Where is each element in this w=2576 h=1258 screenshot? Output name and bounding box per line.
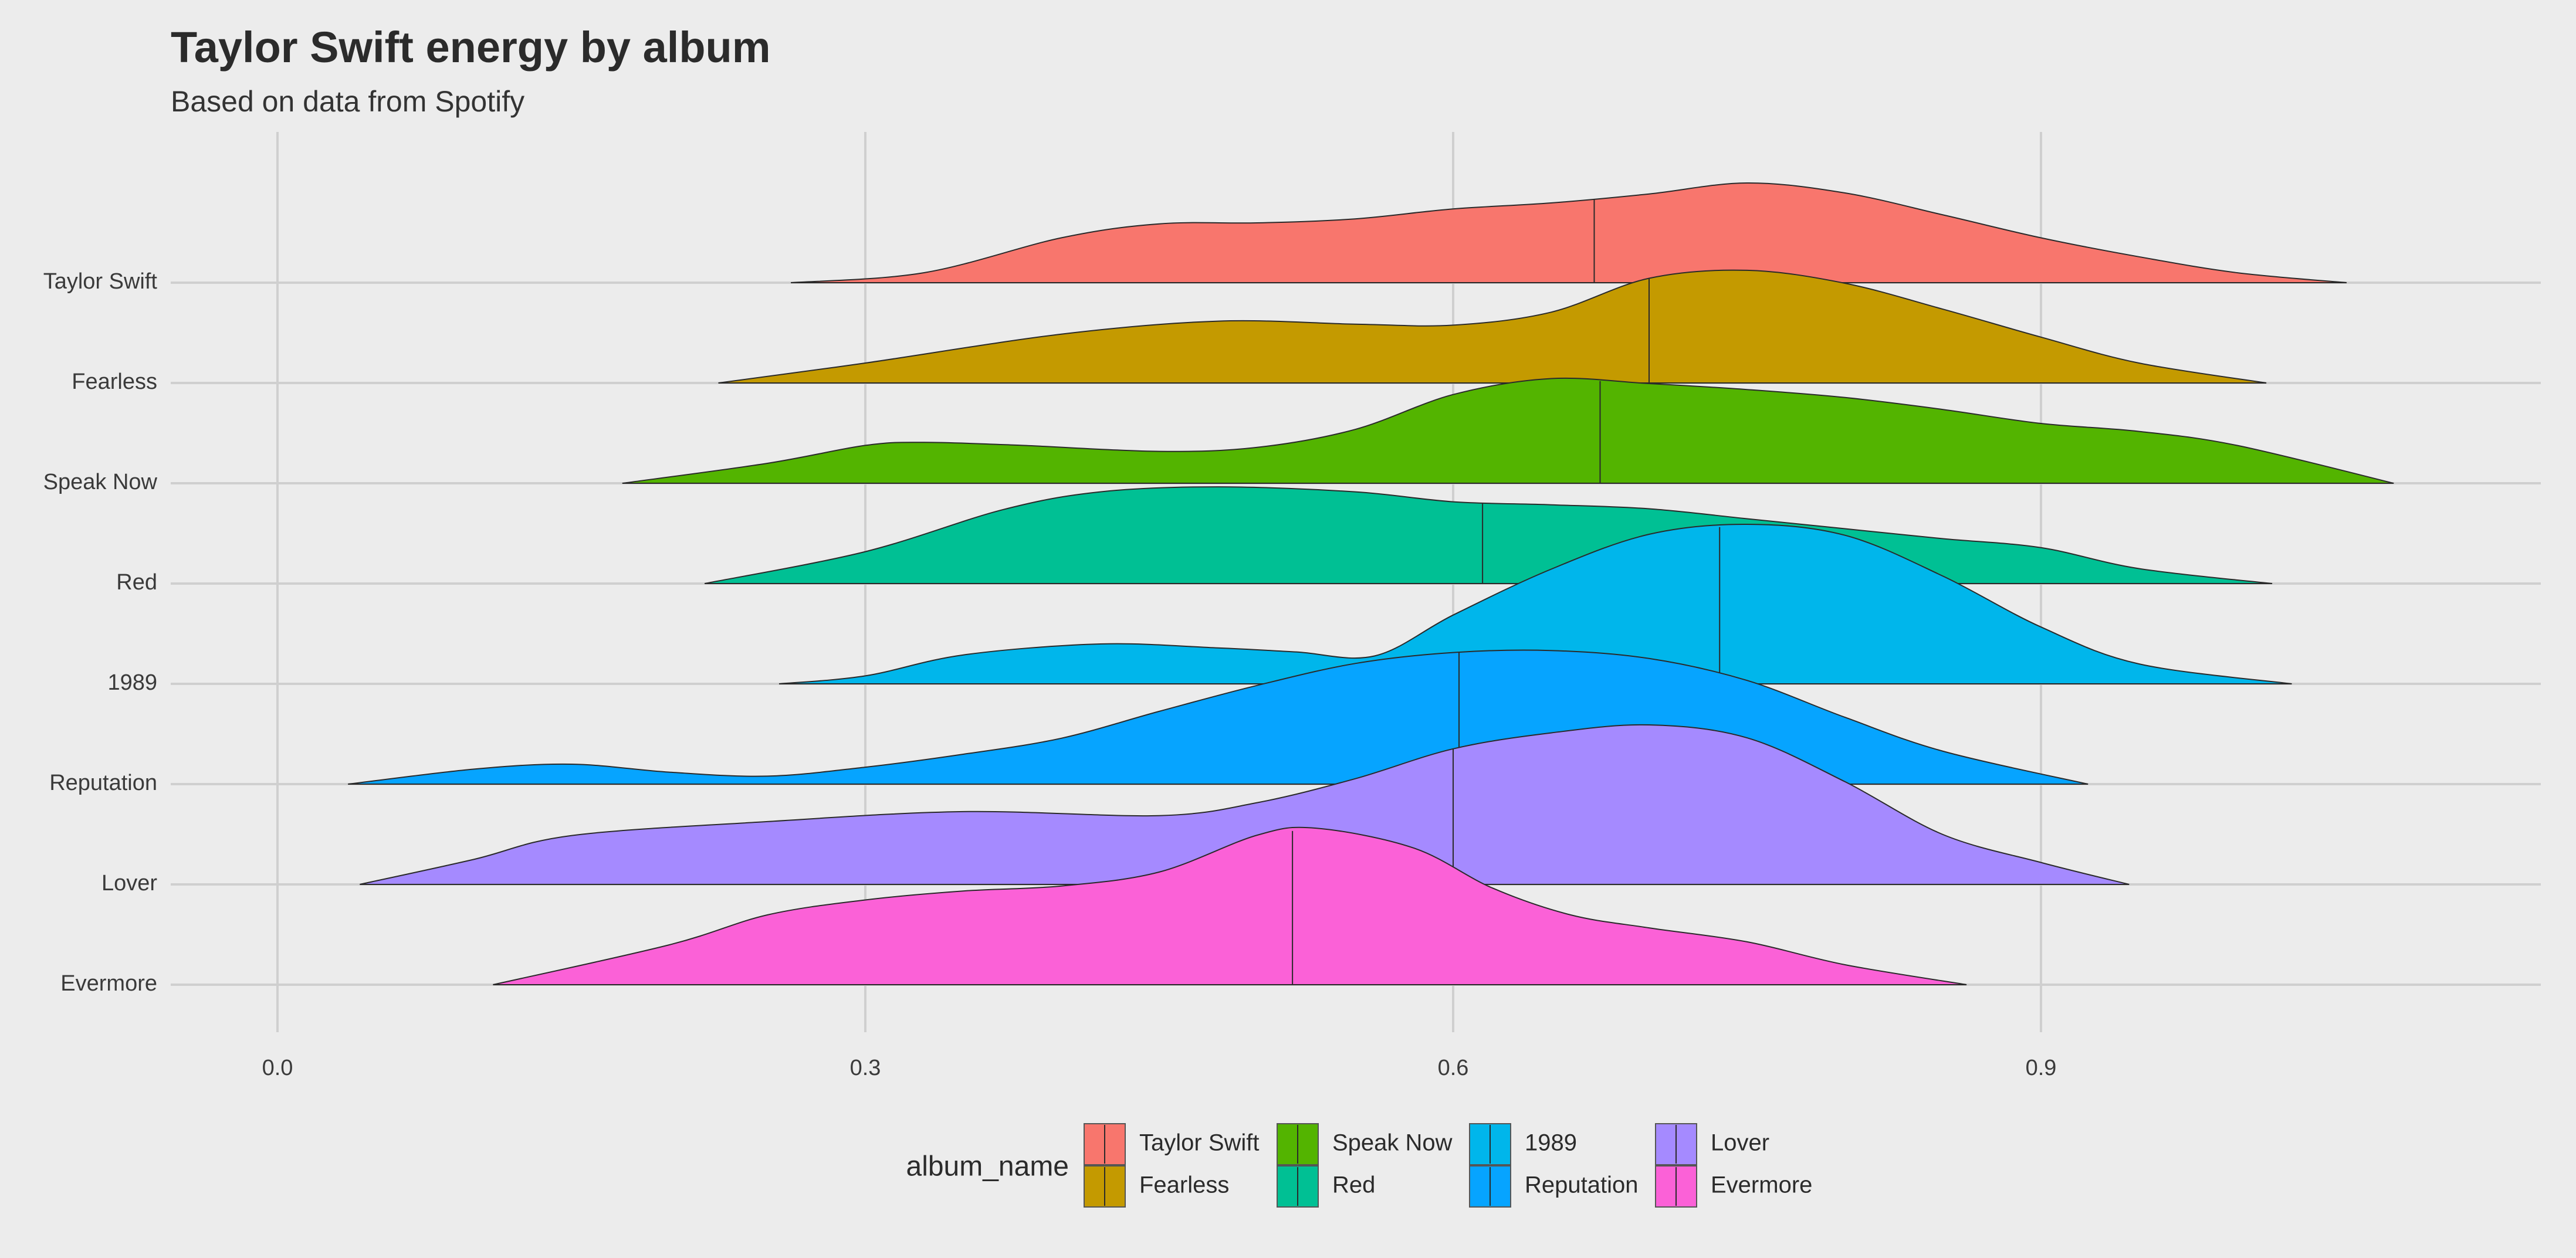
legend-item-speak-now: Speak Now xyxy=(1277,1123,1453,1165)
legend-label-1989: 1989 xyxy=(1525,1130,1577,1156)
legend-label-speak-now: Speak Now xyxy=(1332,1130,1453,1156)
y-tick-label-speak-now: Speak Now xyxy=(43,470,158,494)
legend-label-fearless: Fearless xyxy=(1139,1172,1229,1198)
legend-item-lover: Lover xyxy=(1655,1123,1769,1165)
density-ridges xyxy=(348,182,2394,985)
chart-title: Taylor Swift energy by album xyxy=(171,23,771,72)
legend-title: album_name xyxy=(906,1151,1069,1182)
y-tick-label-reputation: Reputation xyxy=(49,771,157,795)
chart-subtitle: Based on data from Spotify xyxy=(171,85,525,118)
legend-item-1989: 1989 xyxy=(1469,1123,1577,1165)
ridge-red xyxy=(704,486,2273,584)
legend-item-evermore: Evermore xyxy=(1655,1165,1812,1208)
legend-label-evermore: Evermore xyxy=(1711,1172,1812,1198)
y-tick-label-red: Red xyxy=(116,570,157,595)
legend-item-taylor-swift: Taylor Swift xyxy=(1084,1123,1260,1165)
ridge-evermore xyxy=(493,826,1967,985)
legend-item-reputation: Reputation xyxy=(1469,1165,1638,1208)
legend-label-reputation: Reputation xyxy=(1525,1172,1638,1198)
legend-label-lover: Lover xyxy=(1711,1130,1769,1156)
ridge-taylor-swift xyxy=(791,182,2347,283)
x-tick-label-2: 0.6 xyxy=(1438,1056,1469,1080)
legend-item-fearless: Fearless xyxy=(1084,1165,1229,1208)
ridge-lover xyxy=(360,724,2130,885)
y-axis-labels: Taylor Swift Fearless Speak Now Red 1989 Repu… xyxy=(43,269,158,996)
y-tick-label-evermore: Evermore xyxy=(60,971,157,996)
legend-label-red: Red xyxy=(1332,1172,1375,1198)
legend-label-taylor-swift: Taylor Swift xyxy=(1139,1130,1260,1156)
y-tick-label-lover: Lover xyxy=(101,871,157,896)
ridge-speak-now xyxy=(622,377,2394,484)
x-axis-labels: 0.0 0.3 0.6 0.9 xyxy=(262,1056,2057,1080)
ridge-1989 xyxy=(778,523,2292,684)
x-tick-label-3: 0.9 xyxy=(2026,1056,2057,1080)
y-tick-label-taylor-swift: Taylor Swift xyxy=(43,269,158,294)
ridge-fearless xyxy=(718,269,2267,384)
y-tick-label-fearless: Fearless xyxy=(72,369,157,394)
x-tick-label-1: 0.3 xyxy=(850,1056,881,1080)
legend: album_name Taylor Swift Fearless Speak Now R… xyxy=(906,1123,1812,1208)
y-tick-label-1989: 1989 xyxy=(107,670,157,695)
legend-item-red: Red xyxy=(1277,1165,1375,1208)
x-tick-label-0: 0.0 xyxy=(262,1056,293,1080)
